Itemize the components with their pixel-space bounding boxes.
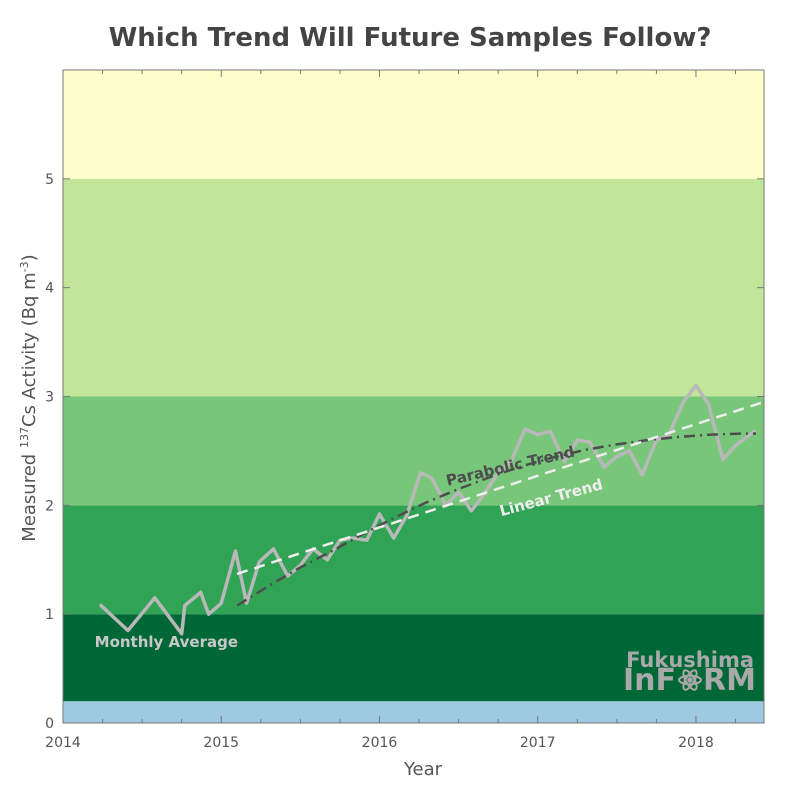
- x-tick-label: 2018: [678, 735, 714, 751]
- y-axis-ticks: 0 1 2 3 4 5: [45, 172, 764, 732]
- band-3: [63, 396, 764, 506]
- y-axis-label-exponent: -3: [18, 261, 31, 272]
- linear-trend-line: [236, 400, 765, 576]
- x-axis-label: Year: [403, 759, 443, 780]
- band-0: [63, 701, 764, 723]
- monthly-average-label: Monthly Average: [95, 633, 238, 651]
- plot-frame: [62, 69, 765, 724]
- y-axis-label-prefix: Measured: [19, 448, 40, 542]
- y-tick-label: 4: [45, 281, 54, 297]
- band-2: [63, 505, 764, 615]
- fukushima-inform-logo: Fukushima InF RM: [623, 648, 756, 698]
- logo-line2-left: InF: [623, 663, 676, 698]
- y-axis-label: Measured 137Cs Activity (Bq m-3): [18, 254, 40, 541]
- monthly-average-line: [99, 383, 757, 636]
- band-5: [63, 70, 764, 179]
- y-axis-label-isotope: 137: [18, 427, 31, 448]
- parabolic-trend-line: [236, 432, 757, 607]
- y-tick-label: 1: [45, 607, 54, 623]
- band-4: [63, 178, 764, 397]
- series-lines: [99, 383, 765, 636]
- y-tick-label: 5: [45, 172, 54, 188]
- atom-icon: [678, 669, 702, 691]
- y-axis-label-suffix: ): [19, 254, 40, 261]
- y-tick-label: 2: [45, 498, 54, 514]
- x-tick-label: 2015: [203, 735, 239, 751]
- x-axis-ticks: 2014 2015 2016 2017 2018: [45, 70, 737, 751]
- y-tick-label: 3: [45, 390, 54, 406]
- chart-title: Which Trend Will Future Samples Follow?: [109, 23, 712, 53]
- y-tick-label: 0: [45, 716, 54, 732]
- x-tick-label: 2016: [362, 735, 398, 751]
- y-axis-label-element: Cs Activity (Bq m: [19, 272, 40, 427]
- background-bands: [63, 70, 764, 723]
- logo-line2-right: RM: [703, 663, 756, 698]
- logo-line1: Fukushima: [626, 648, 754, 672]
- x-tick-label: 2017: [520, 735, 556, 751]
- x-tick-label: 2014: [45, 735, 81, 751]
